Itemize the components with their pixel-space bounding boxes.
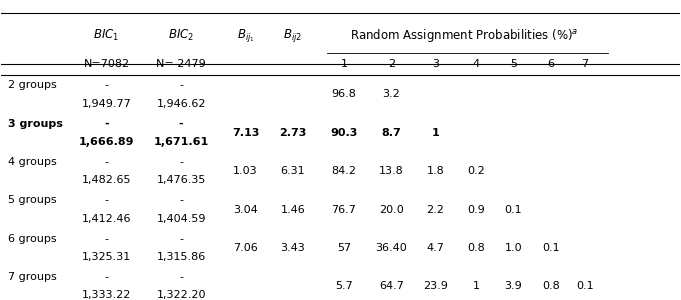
Text: $B_{ij2}$: $B_{ij2}$ xyxy=(283,27,302,44)
Text: 76.7: 76.7 xyxy=(332,205,356,214)
Text: 2.73: 2.73 xyxy=(279,128,306,138)
Text: -: - xyxy=(179,272,183,282)
Text: 23.9: 23.9 xyxy=(423,281,448,291)
Text: 3.04: 3.04 xyxy=(233,205,258,214)
Text: 1: 1 xyxy=(432,128,439,138)
Text: -: - xyxy=(179,118,183,129)
Text: 36.40: 36.40 xyxy=(375,243,407,253)
Text: 0.1: 0.1 xyxy=(542,243,560,253)
Text: 20.0: 20.0 xyxy=(379,205,404,214)
Text: 0.9: 0.9 xyxy=(467,205,485,214)
Text: 90.3: 90.3 xyxy=(330,128,358,138)
Text: 1.46: 1.46 xyxy=(281,205,305,214)
Text: 5 groups: 5 groups xyxy=(8,195,57,205)
Text: 8.7: 8.7 xyxy=(381,128,401,138)
Text: 2.2: 2.2 xyxy=(426,205,445,214)
Text: -: - xyxy=(179,157,183,167)
Text: 0.8: 0.8 xyxy=(542,281,560,291)
Text: 0.1: 0.1 xyxy=(576,281,593,291)
Text: 2: 2 xyxy=(387,59,395,69)
Text: 1,482.65: 1,482.65 xyxy=(82,176,131,185)
Text: 1,946.62: 1,946.62 xyxy=(157,99,206,109)
Text: $BIC_1$: $BIC_1$ xyxy=(93,28,120,43)
Text: 3.43: 3.43 xyxy=(281,243,305,253)
Text: N= 2479: N= 2479 xyxy=(156,59,206,69)
Text: -: - xyxy=(104,118,109,129)
Text: -: - xyxy=(104,157,108,167)
Text: -: - xyxy=(179,195,183,205)
Text: 1,325.31: 1,325.31 xyxy=(82,252,131,262)
Text: 4 groups: 4 groups xyxy=(8,157,57,167)
Text: 13.8: 13.8 xyxy=(379,166,404,176)
Text: 1,315.86: 1,315.86 xyxy=(157,252,206,262)
Text: 7 groups: 7 groups xyxy=(8,272,57,282)
Text: 1,476.35: 1,476.35 xyxy=(157,176,206,185)
Text: Random Assignment Probabilities (%)$^a$: Random Assignment Probabilities (%)$^a$ xyxy=(350,27,579,44)
Text: 1,404.59: 1,404.59 xyxy=(157,214,206,224)
Text: -: - xyxy=(179,234,183,244)
Text: 1: 1 xyxy=(473,281,479,291)
Text: N=7082: N=7082 xyxy=(84,59,129,69)
Text: 0.2: 0.2 xyxy=(467,166,485,176)
Text: 4: 4 xyxy=(473,59,479,69)
Text: 7.13: 7.13 xyxy=(232,128,259,138)
Text: 7.06: 7.06 xyxy=(233,243,258,253)
Text: 1.0: 1.0 xyxy=(505,243,522,253)
Text: 7: 7 xyxy=(581,59,588,69)
Text: 1,949.77: 1,949.77 xyxy=(82,99,131,109)
Text: 96.8: 96.8 xyxy=(332,89,356,99)
Text: 1,671.61: 1,671.61 xyxy=(153,137,209,147)
Text: 5.7: 5.7 xyxy=(335,281,353,291)
Text: $B_{ij_1}$: $B_{ij_1}$ xyxy=(237,27,255,44)
Text: 64.7: 64.7 xyxy=(379,281,404,291)
Text: 84.2: 84.2 xyxy=(332,166,356,176)
Text: 6: 6 xyxy=(548,59,554,69)
Text: $BIC_2$: $BIC_2$ xyxy=(168,28,194,43)
Text: 3.2: 3.2 xyxy=(383,89,400,99)
Text: 1,666.89: 1,666.89 xyxy=(79,137,134,147)
Text: 1,322.20: 1,322.20 xyxy=(157,290,206,300)
Text: 3.9: 3.9 xyxy=(505,281,522,291)
Text: 1.03: 1.03 xyxy=(233,166,258,176)
Text: 1.8: 1.8 xyxy=(426,166,444,176)
Text: 3: 3 xyxy=(432,59,439,69)
Text: 5: 5 xyxy=(510,59,517,69)
Text: 0.8: 0.8 xyxy=(467,243,485,253)
Text: 2 groups: 2 groups xyxy=(8,80,57,90)
Text: 1,412.46: 1,412.46 xyxy=(82,214,131,224)
Text: 4.7: 4.7 xyxy=(426,243,445,253)
Text: 1,333.22: 1,333.22 xyxy=(82,290,131,300)
Text: 3 groups: 3 groups xyxy=(8,118,63,129)
Text: -: - xyxy=(104,272,108,282)
Text: 57: 57 xyxy=(337,243,351,253)
Text: 6.31: 6.31 xyxy=(281,166,305,176)
Text: -: - xyxy=(104,234,108,244)
Text: -: - xyxy=(179,80,183,90)
Text: 6 groups: 6 groups xyxy=(8,234,57,244)
Text: -: - xyxy=(104,195,108,205)
Text: 0.1: 0.1 xyxy=(505,205,522,214)
Text: -: - xyxy=(104,80,108,90)
Text: 1: 1 xyxy=(340,59,347,69)
